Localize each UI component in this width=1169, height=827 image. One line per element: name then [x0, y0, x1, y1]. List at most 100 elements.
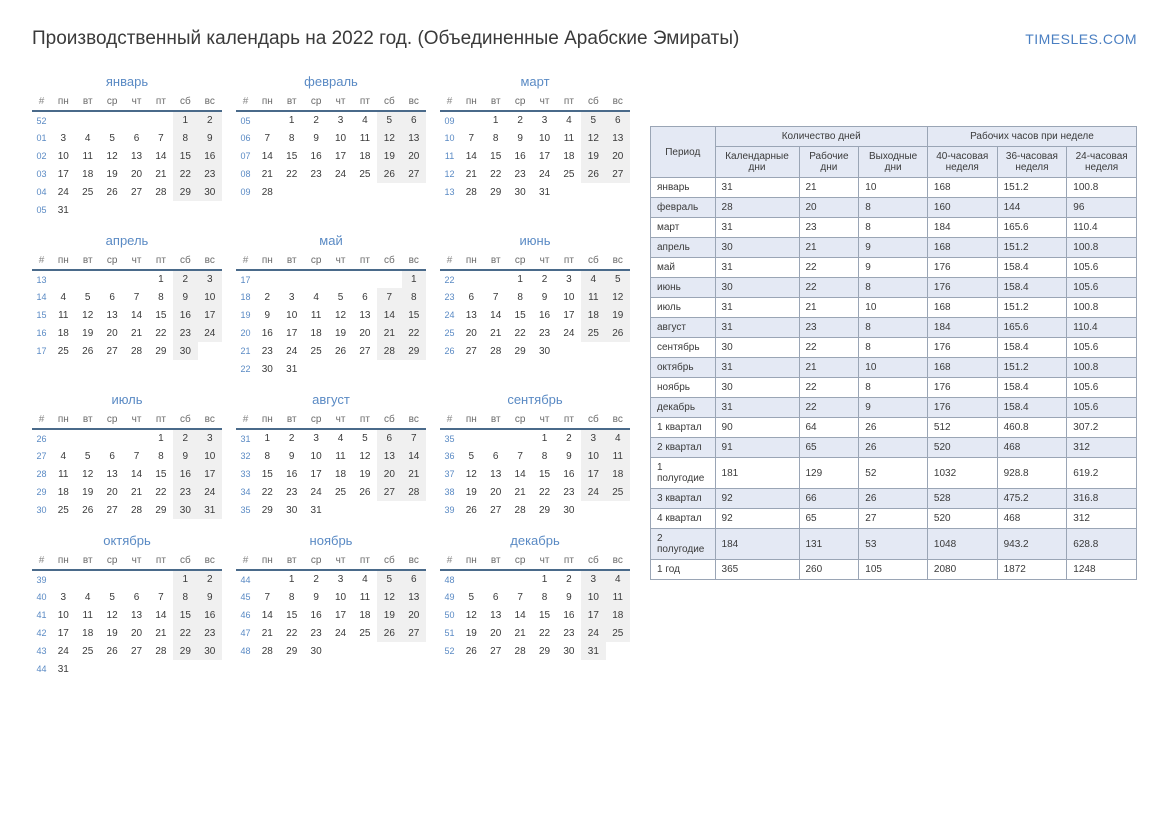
day-cell: 8 — [532, 447, 556, 465]
day-cell: 6 — [606, 111, 630, 129]
day-cell: 6 — [459, 288, 483, 306]
month-title: июль — [32, 392, 222, 407]
week-number: 45 — [236, 588, 255, 606]
day-cell: 12 — [328, 306, 352, 324]
week-number: 18 — [236, 288, 255, 306]
summary-cell: 181 — [715, 458, 799, 489]
day-cell: 20 — [124, 165, 148, 183]
day-cell: 31 — [51, 660, 75, 678]
day-cell: 30 — [508, 183, 532, 201]
summary-cell: 151.2 — [997, 238, 1067, 258]
month-июнь: июнь#пнвтсрчтптсбвс221234523678910111224… — [440, 233, 630, 378]
day-cell: 31 — [198, 501, 222, 519]
day-cell: 22 — [149, 483, 173, 501]
day-cell: 29 — [173, 642, 197, 660]
day-cell: 15 — [484, 147, 508, 165]
summary-cell: 316.8 — [1067, 489, 1137, 509]
summary-cell: 92 — [715, 489, 799, 509]
period-label: май — [651, 258, 716, 278]
day-cell: 4 — [557, 111, 581, 129]
day-cell: 20 — [100, 324, 124, 342]
week-number: 02 — [32, 147, 51, 165]
day-cell: 10 — [328, 129, 352, 147]
day-cell: 15 — [280, 606, 304, 624]
day-cell: 28 — [255, 183, 279, 201]
day-cell: 5 — [100, 129, 124, 147]
day-cell: 15 — [173, 606, 197, 624]
day-cell: 6 — [402, 111, 426, 129]
summary-cell: 176 — [927, 378, 997, 398]
day-cell: 13 — [100, 465, 124, 483]
day-cell: 15 — [173, 147, 197, 165]
day-cell: 20 — [606, 147, 630, 165]
day-cell: 21 — [124, 483, 148, 501]
period-label: сентябрь — [651, 338, 716, 358]
month-title: сентябрь — [440, 392, 630, 407]
day-cell: 16 — [173, 306, 197, 324]
week-number: 39 — [440, 501, 459, 519]
day-cell: 21 — [124, 324, 148, 342]
day-cell: 7 — [377, 288, 401, 306]
summary-cell: 96 — [1067, 198, 1137, 218]
day-cell: 28 — [508, 501, 532, 519]
summary-row: январь312110168151.2100.8 — [651, 178, 1137, 198]
day-cell: 10 — [198, 447, 222, 465]
day-cell: 11 — [76, 147, 100, 165]
day-cell: 19 — [459, 483, 483, 501]
week-number: 33 — [236, 465, 255, 483]
day-cell: 30 — [198, 642, 222, 660]
day-cell: 3 — [51, 129, 75, 147]
day-cell: 20 — [353, 324, 377, 342]
day-cell: 12 — [459, 606, 483, 624]
summary-cell: 22 — [799, 338, 859, 358]
day-cell: 20 — [484, 483, 508, 501]
day-cell: 27 — [402, 624, 426, 642]
day-cell: 11 — [557, 129, 581, 147]
week-number: 52 — [440, 642, 459, 660]
week-number: 15 — [32, 306, 51, 324]
week-number: 21 — [236, 342, 255, 360]
day-cell: 2 — [508, 111, 532, 129]
day-cell: 7 — [402, 429, 426, 447]
summary-cell: 105.6 — [1067, 258, 1137, 278]
day-cell: 13 — [124, 147, 148, 165]
period-label: 3 квартал — [651, 489, 716, 509]
day-cell: 19 — [581, 147, 605, 165]
day-cell: 9 — [557, 447, 581, 465]
brand-link[interactable]: TIMESLES.COM — [1025, 31, 1137, 47]
summary-cell: 10 — [859, 358, 928, 378]
day-cell: 21 — [255, 165, 279, 183]
day-cell: 14 — [255, 147, 279, 165]
day-cell: 16 — [304, 606, 328, 624]
summary-cell: 105.6 — [1067, 398, 1137, 418]
day-cell: 14 — [255, 606, 279, 624]
week-number: 40 — [32, 588, 51, 606]
day-cell: 27 — [100, 501, 124, 519]
calendar-grid: январь#пнвтсрчтптсбвс5212013456789021011… — [32, 74, 630, 686]
day-cell: 1 — [255, 429, 279, 447]
week-number: 31 — [236, 429, 255, 447]
day-cell: 16 — [557, 606, 581, 624]
day-cell: 15 — [149, 465, 173, 483]
day-cell: 28 — [124, 342, 148, 360]
day-cell: 31 — [51, 201, 75, 219]
summary-row: июнь30228176158.4105.6 — [651, 278, 1137, 298]
day-cell: 22 — [280, 165, 304, 183]
day-cell: 29 — [280, 642, 304, 660]
day-cell: 31 — [280, 360, 304, 378]
day-cell: 8 — [173, 129, 197, 147]
summary-row: февраль2820816014496 — [651, 198, 1137, 218]
summary-cell: 1872 — [997, 560, 1067, 580]
day-cell: 6 — [377, 429, 401, 447]
week-number: 16 — [32, 324, 51, 342]
summary-cell: 165.6 — [997, 218, 1067, 238]
day-cell: 26 — [353, 483, 377, 501]
week-number: 52 — [32, 111, 51, 129]
day-cell: 6 — [484, 588, 508, 606]
day-cell: 1 — [280, 570, 304, 588]
day-cell: 22 — [532, 624, 556, 642]
month-title: апрель — [32, 233, 222, 248]
day-cell: 24 — [581, 624, 605, 642]
week-number: 35 — [440, 429, 459, 447]
day-cell: 9 — [557, 588, 581, 606]
